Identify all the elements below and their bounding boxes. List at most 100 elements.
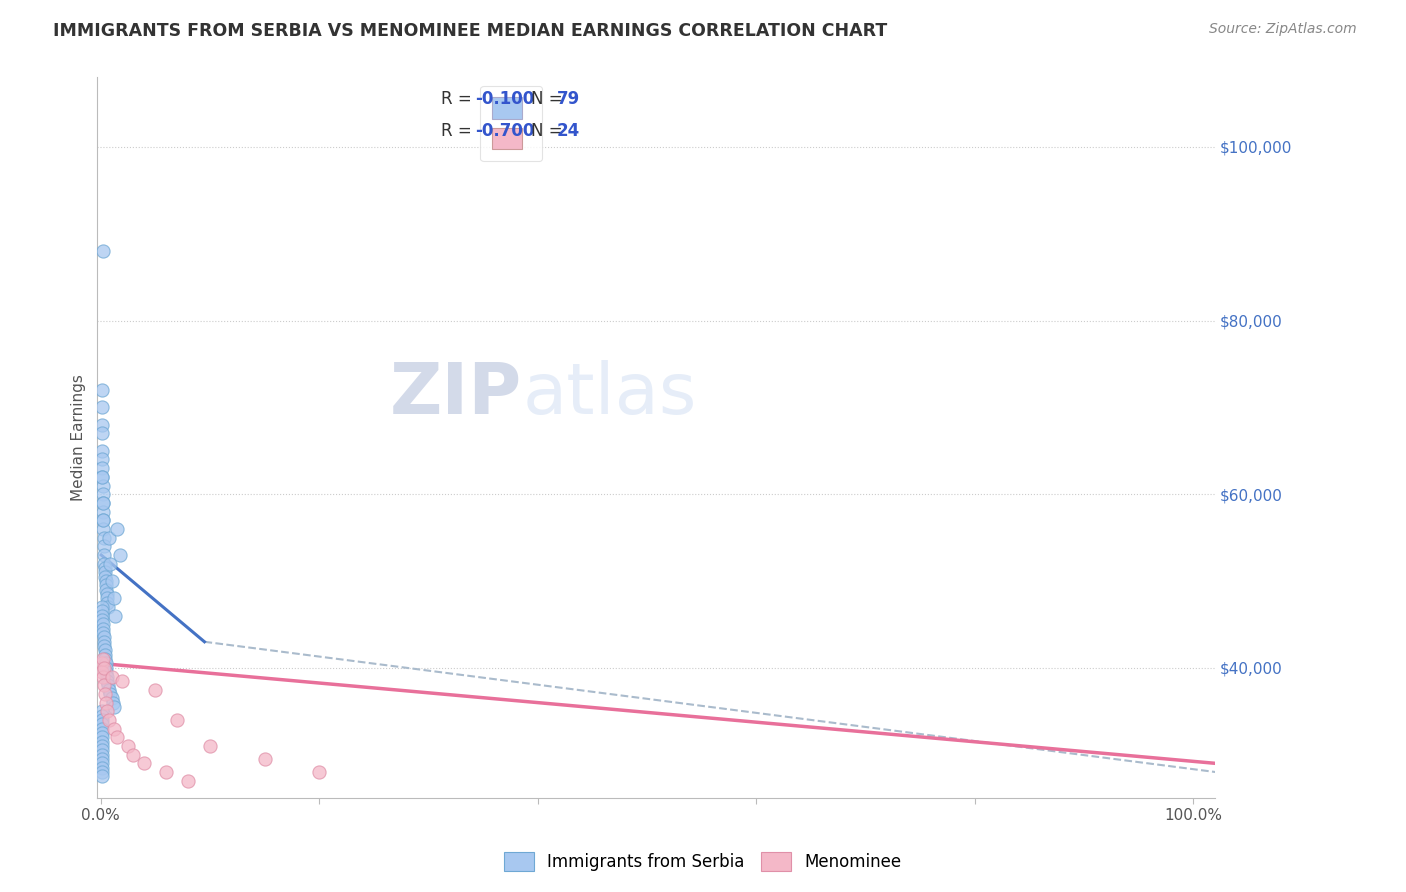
- Point: [91, 522, 114, 536]
- Point: [94, 696, 117, 710]
- Point: [105, 522, 128, 536]
- Point: [97, 600, 120, 615]
- Point: [91, 626, 114, 640]
- Point: [90, 708, 112, 723]
- Point: [177, 773, 200, 788]
- Point: [94, 661, 117, 675]
- Point: [96, 596, 118, 610]
- Point: [97, 678, 120, 692]
- Point: [91, 496, 114, 510]
- Point: [93, 678, 115, 692]
- Point: [105, 731, 128, 745]
- Point: [91, 496, 114, 510]
- Point: [93, 557, 115, 571]
- Point: [90, 470, 112, 484]
- Point: [96, 673, 118, 688]
- Point: [91, 513, 114, 527]
- Point: [93, 531, 115, 545]
- Point: [253, 752, 276, 766]
- Point: [90, 739, 112, 753]
- Point: [100, 557, 122, 571]
- Point: [103, 699, 125, 714]
- Point: [94, 582, 117, 597]
- Text: 79: 79: [557, 90, 579, 108]
- Point: [103, 722, 125, 736]
- Point: [91, 617, 114, 632]
- Point: [93, 634, 115, 648]
- Point: [90, 461, 112, 475]
- Point: [90, 657, 112, 671]
- Point: [110, 548, 132, 562]
- Point: [91, 652, 114, 666]
- Point: [93, 661, 115, 675]
- Point: [94, 569, 117, 583]
- Point: [94, 648, 117, 662]
- Text: N =: N =: [531, 122, 568, 140]
- Point: [91, 669, 114, 683]
- Point: [94, 665, 117, 680]
- Point: [143, 682, 166, 697]
- Point: [90, 604, 112, 618]
- Text: R =: R =: [441, 122, 477, 140]
- Point: [96, 704, 118, 718]
- Point: [155, 764, 177, 779]
- Point: [93, 548, 115, 562]
- Text: IMMIGRANTS FROM SERBIA VS MENOMINEE MEDIAN EARNINGS CORRELATION CHART: IMMIGRANTS FROM SERBIA VS MENOMINEE MEDI…: [53, 22, 887, 40]
- Point: [103, 591, 125, 606]
- Point: [117, 739, 139, 753]
- Point: [94, 574, 117, 588]
- Point: [91, 244, 114, 258]
- Text: 24: 24: [557, 122, 579, 140]
- Point: [90, 734, 112, 748]
- Point: [90, 769, 112, 783]
- Point: [91, 504, 114, 518]
- Legend: Immigrants from Serbia, Menominee: Immigrants from Serbia, Menominee: [496, 843, 910, 880]
- Point: [100, 691, 122, 706]
- Point: [98, 682, 121, 697]
- Point: [90, 704, 112, 718]
- Point: [90, 417, 112, 432]
- Point: [94, 578, 117, 592]
- Text: N =: N =: [531, 90, 568, 108]
- Point: [90, 717, 112, 731]
- Point: [94, 643, 117, 657]
- Point: [91, 478, 114, 492]
- Point: [90, 731, 112, 745]
- Point: [93, 539, 115, 553]
- Text: -0.700: -0.700: [475, 122, 534, 140]
- Point: [90, 665, 112, 680]
- Point: [94, 566, 117, 580]
- Point: [90, 747, 112, 762]
- Point: [111, 673, 134, 688]
- Point: [91, 513, 114, 527]
- Point: [198, 739, 221, 753]
- Point: [90, 452, 112, 467]
- Point: [94, 561, 117, 575]
- Text: ZIP: ZIP: [389, 360, 522, 429]
- Point: [100, 574, 122, 588]
- Point: [96, 587, 118, 601]
- Point: [96, 591, 118, 606]
- Point: [91, 487, 114, 501]
- Y-axis label: Median Earnings: Median Earnings: [72, 375, 86, 501]
- Point: [90, 722, 112, 736]
- Point: [98, 531, 121, 545]
- Point: [101, 696, 124, 710]
- Point: [90, 401, 112, 415]
- Point: [90, 608, 112, 623]
- Point: [104, 608, 127, 623]
- Point: [91, 622, 114, 636]
- Text: atlas: atlas: [522, 360, 696, 429]
- Point: [122, 747, 145, 762]
- Point: [98, 713, 121, 727]
- Point: [90, 600, 112, 615]
- Point: [100, 669, 122, 683]
- Point: [90, 726, 112, 740]
- Point: [90, 426, 112, 441]
- Point: [90, 752, 112, 766]
- Point: [90, 743, 112, 757]
- Point: [90, 443, 112, 458]
- Point: [96, 669, 118, 683]
- Text: R =: R =: [441, 90, 477, 108]
- Text: -0.100: -0.100: [475, 90, 534, 108]
